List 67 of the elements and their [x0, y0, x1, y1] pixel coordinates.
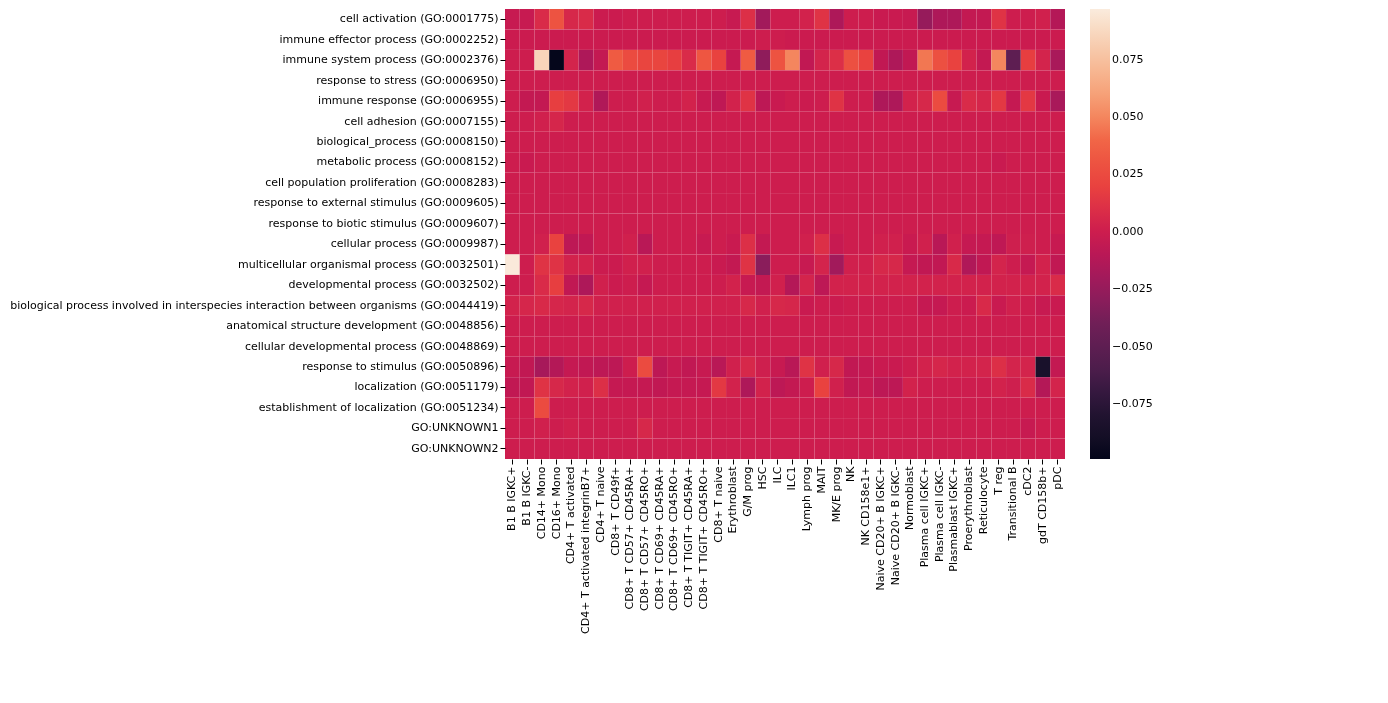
x-tick-label: cDC2 — [1021, 466, 1035, 496]
y-tick-label: response to external stimulus (GO:0009605) — [253, 196, 499, 210]
x-tick-label: Lymph prog — [800, 466, 814, 532]
y-tick-label: response to biotic stimulus (GO:0009607) — [268, 216, 499, 230]
x-tick-label: Plasmablast IGKC+ — [947, 466, 961, 572]
x-tick-label: MAIT — [814, 466, 828, 494]
x-tick-label: CD8+ T CD69+ CD45RO+ — [667, 466, 681, 612]
x-tick-label: Erythroblast — [726, 465, 740, 534]
x-tick-label: CD8+ T naive — [711, 466, 725, 543]
x-tick-label: gdT CD158b+ — [1035, 466, 1049, 545]
x-tick-label: CD4+ T activated — [564, 466, 578, 565]
y-tick-label: anatomical structure development (GO:0048856) — [226, 319, 499, 333]
x-tick-label: pDC — [1050, 466, 1064, 490]
x-tick-label: T reg — [991, 466, 1005, 496]
y-tick-label: establishment of localization (GO:0051234) — [258, 400, 499, 414]
y-tick-label: GO:UNKNOWN1 — [411, 421, 499, 435]
x-tick-label: CD8+ T TIGIT+ CD45RA+ — [682, 466, 696, 608]
y-tick-label: cell adhesion (GO:0007155) — [344, 114, 499, 128]
y-tick-label: immune system process (GO:0002376) — [282, 53, 499, 67]
x-tick-label: CD16+ Mono — [549, 466, 563, 540]
y-tick-label: GO:UNKNOWN2 — [411, 441, 499, 455]
x-tick-label: Reticulocyte — [976, 466, 990, 535]
y-tick-label: metabolic process (GO:0008152) — [316, 155, 499, 169]
x-tick-label: Proerythroblast — [962, 465, 976, 551]
color-bar-label: 0.075 — [1112, 52, 1144, 66]
y-tick-label: cell activation (GO:0001775) — [339, 12, 499, 26]
x-tick-label: Plasma cell IGKC+ — [918, 466, 931, 568]
x-tick-label: ILC — [770, 466, 784, 484]
x-tick-label: B1 B IGKC- — [520, 466, 534, 526]
x-tick-label: CD8+ T CD57+ CD45RA+ — [623, 466, 637, 610]
x-tick-label: Transitional B — [1006, 466, 1020, 542]
x-tick-label: HSC — [755, 466, 769, 490]
x-tick-label: CD14+ Mono — [534, 466, 548, 540]
x-tick-label: NK CD158e1+ — [859, 466, 873, 546]
x-tick-label: Plasma cell IGKC- — [932, 466, 946, 563]
x-tick-label: B1 B IGKC+ — [505, 466, 519, 531]
y-tick-label: response to stimulus (GO:0050896) — [302, 359, 499, 373]
x-tick-label: NK — [844, 465, 858, 482]
y-tick-label: multicellular organismal process (GO:0032501) — [238, 257, 499, 271]
y-tick-label: cellular process (GO:0009987) — [330, 237, 499, 251]
x-tick-label: Naive CD20+ B IGKC+ — [873, 466, 887, 591]
x-tick-label: CD8+ T CD57+ CD45RO+ — [638, 466, 651, 612]
x-tick-label: ILC1 — [785, 466, 799, 491]
y-tick-label: response to stress (GO:0006950) — [316, 73, 499, 87]
y-tick-label: cell population proliferation (GO:0008283) — [265, 175, 499, 189]
x-tick-label: CD8+ T TIGIT+ CD45RO+ — [696, 466, 710, 610]
color-bar-label: −0.075 — [1112, 396, 1153, 410]
color-bar-label: 0.000 — [1112, 224, 1144, 238]
x-tick-label: CD4+ T naive — [593, 466, 607, 543]
x-tick-label: CD8+ T CD49f+ — [608, 466, 622, 556]
y-tick-label: cellular developmental process (GO:0048869) — [244, 339, 499, 353]
color-bar-label: −0.050 — [1112, 339, 1153, 353]
x-tick-label: CD4+ T activated integrinB7+ — [579, 466, 593, 634]
x-tick-label: G/M prog — [741, 466, 755, 517]
x-tick-label: Naive CD20+ B IGKC- — [888, 466, 902, 586]
color-bar-label: −0.025 — [1112, 282, 1153, 296]
y-tick-label: immune response (GO:0006955) — [318, 94, 499, 108]
x-tick-label: Normoblast — [903, 465, 917, 531]
x-tick-label: CD8+ T CD69+ CD45RA+ — [652, 466, 666, 610]
y-tick-label: localization (GO:0051179) — [354, 380, 499, 394]
y-tick-label: biological process involved in interspecies interaction between organisms (GO:0044419) — [10, 298, 499, 312]
color-bar-label: 0.025 — [1112, 167, 1144, 181]
x-tick-label: MK/E prog — [829, 466, 843, 523]
y-tick-label: biological_process (GO:0008150) — [316, 134, 499, 148]
y-tick-label: immune effector process (GO:0002252) — [279, 32, 499, 46]
y-tick-label: developmental process (GO:0032502) — [288, 278, 499, 292]
color-bar-label: 0.050 — [1112, 109, 1144, 123]
